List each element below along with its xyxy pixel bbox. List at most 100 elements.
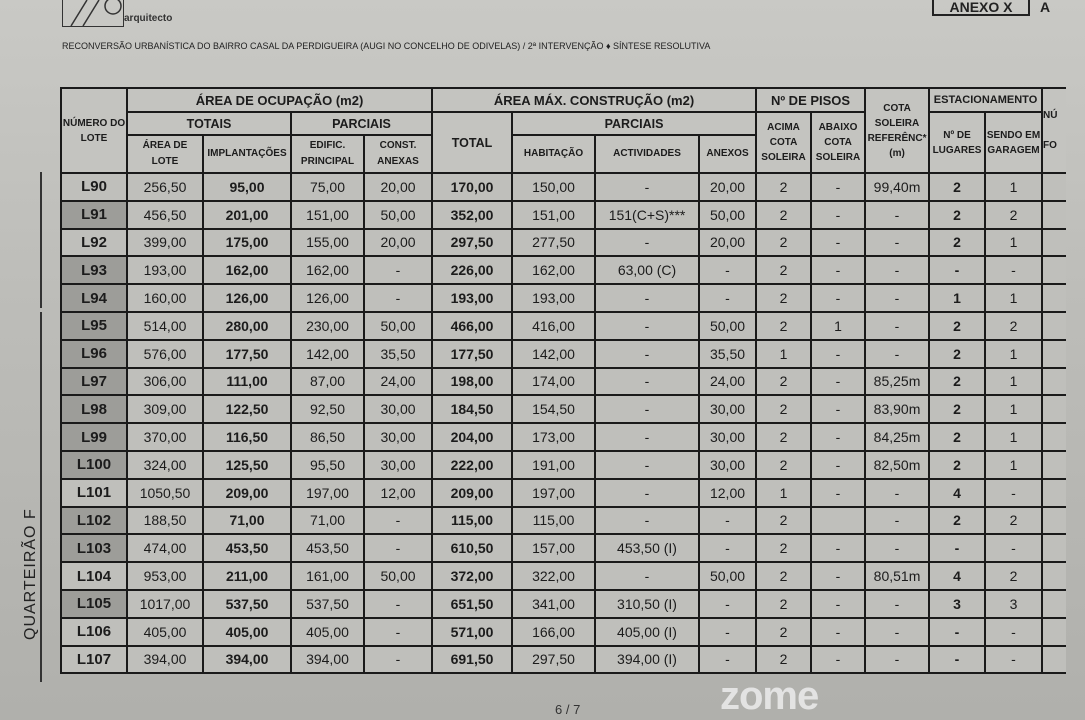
- cell-total: 297,50: [431, 227, 514, 258]
- table-row: L92 399,00 175,00 155,00 20,00 297,50 277,50-2…: [60, 227, 1067, 258]
- cell-truncated: [1041, 394, 1067, 425]
- cell-anexas: -: [362, 588, 434, 619]
- cell-habitacao: 341,00: [511, 588, 597, 619]
- cell-abaixo: -: [810, 644, 867, 675]
- header-places: Nº DE LUGARES: [928, 111, 987, 174]
- cell-actividades: 394,00 (I): [594, 644, 701, 675]
- cell-abaixo: -: [810, 172, 867, 202]
- cell-lote: L90: [60, 172, 128, 202]
- cell-lote: L101: [60, 477, 128, 508]
- cell-lote: L105: [60, 588, 128, 619]
- cell-truncated: [1041, 172, 1067, 202]
- cell-anexas: 24,00: [362, 366, 434, 397]
- cell-anexos: 20,00: [698, 172, 758, 202]
- cell-area-lote: 188,50: [126, 505, 204, 536]
- cell-lugares: -: [928, 644, 987, 675]
- cell-edif: 92,50: [290, 394, 365, 425]
- watermark: zome: [720, 674, 819, 718]
- cell-cota: -: [864, 283, 931, 313]
- cell-actividades: 151(C+S)***: [594, 199, 701, 230]
- cell-area-lote: 1050,50: [126, 477, 204, 508]
- table-row: L99 370,00 116,50 86,50 30,00 204,00 173,00-30…: [60, 422, 1067, 452]
- cell-anexas: 30,00: [362, 394, 434, 425]
- header-above-level: ACIMA COTA SOLEIRA: [755, 111, 813, 174]
- cell-cota: -: [864, 199, 931, 230]
- annex-label: ANEXO X: [932, 0, 1030, 16]
- header-floors: Nº DE PISOS: [755, 87, 867, 113]
- cell-lugares: 2: [928, 199, 987, 230]
- cell-implantacoes: 537,50: [202, 588, 292, 619]
- cell-lugares: -: [928, 533, 987, 564]
- cell-abaixo: -: [810, 338, 867, 369]
- cell-truncated: [1041, 422, 1067, 452]
- cell-lugares: 3: [928, 588, 987, 619]
- cell-lote: L96: [60, 338, 128, 369]
- cell-actividades: 405,00 (I): [594, 616, 701, 647]
- cell-garagem: 1: [984, 172, 1044, 202]
- cell-abaixo: -: [810, 422, 867, 452]
- cell-cota: -: [864, 227, 931, 258]
- header-garage: SENDO EM GARAGEM: [984, 111, 1044, 174]
- cell-area-lote: 399,00: [126, 227, 204, 258]
- cell-implantacoes: 209,00: [202, 477, 292, 508]
- cell-actividades: -: [594, 283, 701, 313]
- cell-edif: 71,00: [290, 505, 365, 536]
- cell-garagem: -: [984, 255, 1044, 286]
- cell-anexas: 20,00: [362, 172, 434, 202]
- header-totals: TOTAIS: [126, 111, 292, 136]
- cell-total: 177,50: [431, 338, 514, 369]
- cell-cota: 84,25m: [864, 422, 931, 452]
- cell-actividades: -: [594, 477, 701, 508]
- cell-abaixo: -: [810, 255, 867, 286]
- cell-total: 571,00: [431, 616, 514, 647]
- cell-anexas: 50,00: [362, 310, 434, 341]
- cell-area-lote: 1017,00: [126, 588, 204, 619]
- cell-abaixo: -: [810, 477, 867, 508]
- cell-lugares: 4: [928, 561, 987, 591]
- table-row: L90 256,50 95,00 75,00 20,00 170,00 150,00-20,…: [60, 172, 1067, 202]
- cell-cota: 83,90m: [864, 394, 931, 425]
- header-footprints: IMPLANTAÇÕES: [202, 134, 292, 174]
- cell-acima: 2: [755, 283, 813, 313]
- cell-anexas: 20,00: [362, 227, 434, 258]
- cell-actividades: -: [594, 394, 701, 425]
- cell-edif: 537,50: [290, 588, 365, 619]
- cell-habitacao: 193,00: [511, 283, 597, 313]
- document-subtitle: RECONVERSÃO URBANÍSTICA DO BAIRRO CASAL …: [62, 41, 711, 51]
- cell-acima: 2: [755, 172, 813, 202]
- cell-lugares: 2: [928, 449, 987, 480]
- cell-acima: 2: [755, 561, 813, 591]
- cell-total: 352,00: [431, 199, 514, 230]
- cell-acima: 2: [755, 533, 813, 564]
- cell-anexas: 50,00: [362, 199, 434, 230]
- cell-acima: 2: [755, 255, 813, 286]
- cell-lugares: -: [928, 255, 987, 286]
- header-partials-construction: PARCIAIS: [511, 111, 758, 136]
- cell-lugares: 2: [928, 394, 987, 425]
- cell-lugares: 2: [928, 172, 987, 202]
- cell-habitacao: 150,00: [511, 172, 597, 202]
- table-row: L105 1017,00 537,50 537,50-651,50 341,00 310,…: [60, 588, 1067, 619]
- cell-cota: -: [864, 338, 931, 369]
- cell-acima: 1: [755, 338, 813, 369]
- cell-area-lote: 306,00: [126, 366, 204, 397]
- cell-anexas: 30,00: [362, 422, 434, 452]
- cell-actividades: -: [594, 505, 701, 536]
- cell-actividades: -: [594, 172, 701, 202]
- cell-anexas: -: [362, 505, 434, 536]
- cell-lugares: 2: [928, 338, 987, 369]
- cell-garagem: -: [984, 477, 1044, 508]
- cell-lote: L104: [60, 561, 128, 591]
- cell-edif: 162,00: [290, 255, 365, 286]
- cell-area-lote: 193,00: [126, 255, 204, 286]
- header-truncated-top: NÚ: [1043, 110, 1058, 121]
- cell-total: 184,50: [431, 394, 514, 425]
- cell-actividades: -: [594, 449, 701, 480]
- cell-habitacao: 197,00: [511, 477, 597, 508]
- cell-lugares: 2: [928, 227, 987, 258]
- cell-cota: -: [864, 616, 931, 647]
- cell-abaixo: [810, 505, 867, 536]
- cell-cota: 82,50m: [864, 449, 931, 480]
- lots-table: NÚMERO DO LOTE ÁREA DE OCUPAÇÃO (m2) ÁRE…: [60, 87, 1067, 675]
- cell-habitacao: 162,00: [511, 255, 597, 286]
